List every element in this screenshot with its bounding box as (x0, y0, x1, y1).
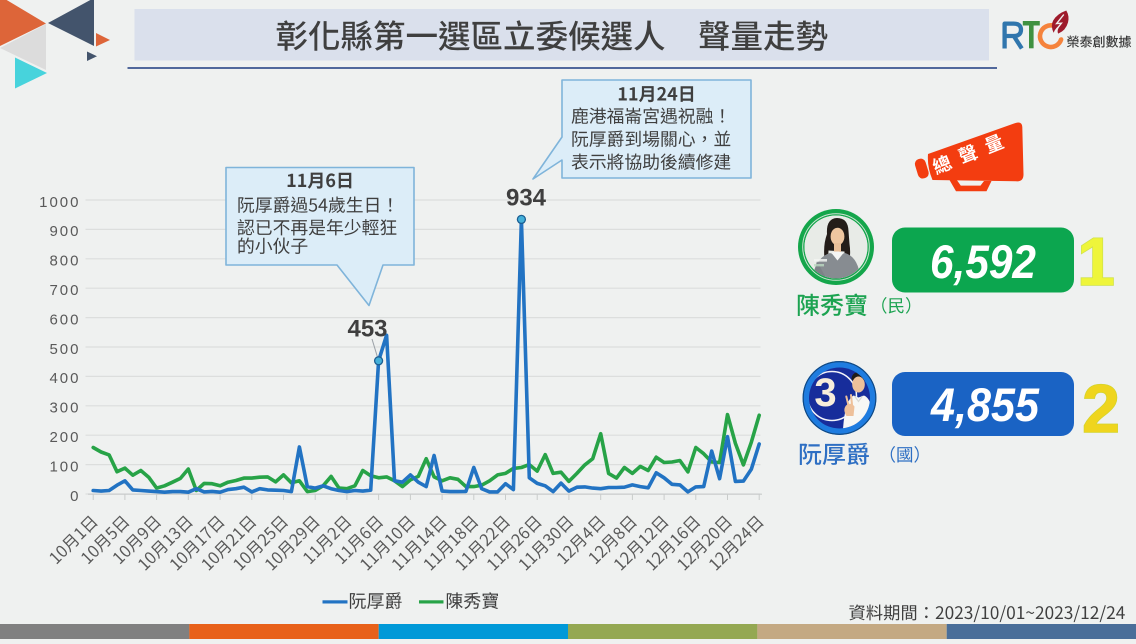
svg-text:200: 200 (49, 429, 80, 446)
svg-text:934: 934 (506, 185, 547, 212)
svg-text:700: 700 (49, 282, 80, 299)
svg-text:600: 600 (49, 311, 80, 328)
svg-text:800: 800 (49, 253, 80, 270)
svg-text:1: 1 (1077, 224, 1115, 300)
svg-text:3: 3 (814, 371, 836, 415)
svg-text:500: 500 (49, 341, 80, 358)
svg-text:6,592: 6,592 (930, 235, 1036, 288)
svg-text:300: 300 (49, 400, 80, 417)
svg-text:2: 2 (1082, 371, 1120, 447)
svg-text:4,855: 4,855 (930, 378, 1040, 431)
svg-text:453: 453 (347, 316, 387, 343)
svg-text:400: 400 (49, 370, 80, 387)
svg-text:0: 0 (70, 488, 80, 505)
svg-text:100: 100 (49, 458, 80, 475)
svg-text:900: 900 (49, 223, 80, 240)
svg-text:1000: 1000 (39, 194, 80, 211)
